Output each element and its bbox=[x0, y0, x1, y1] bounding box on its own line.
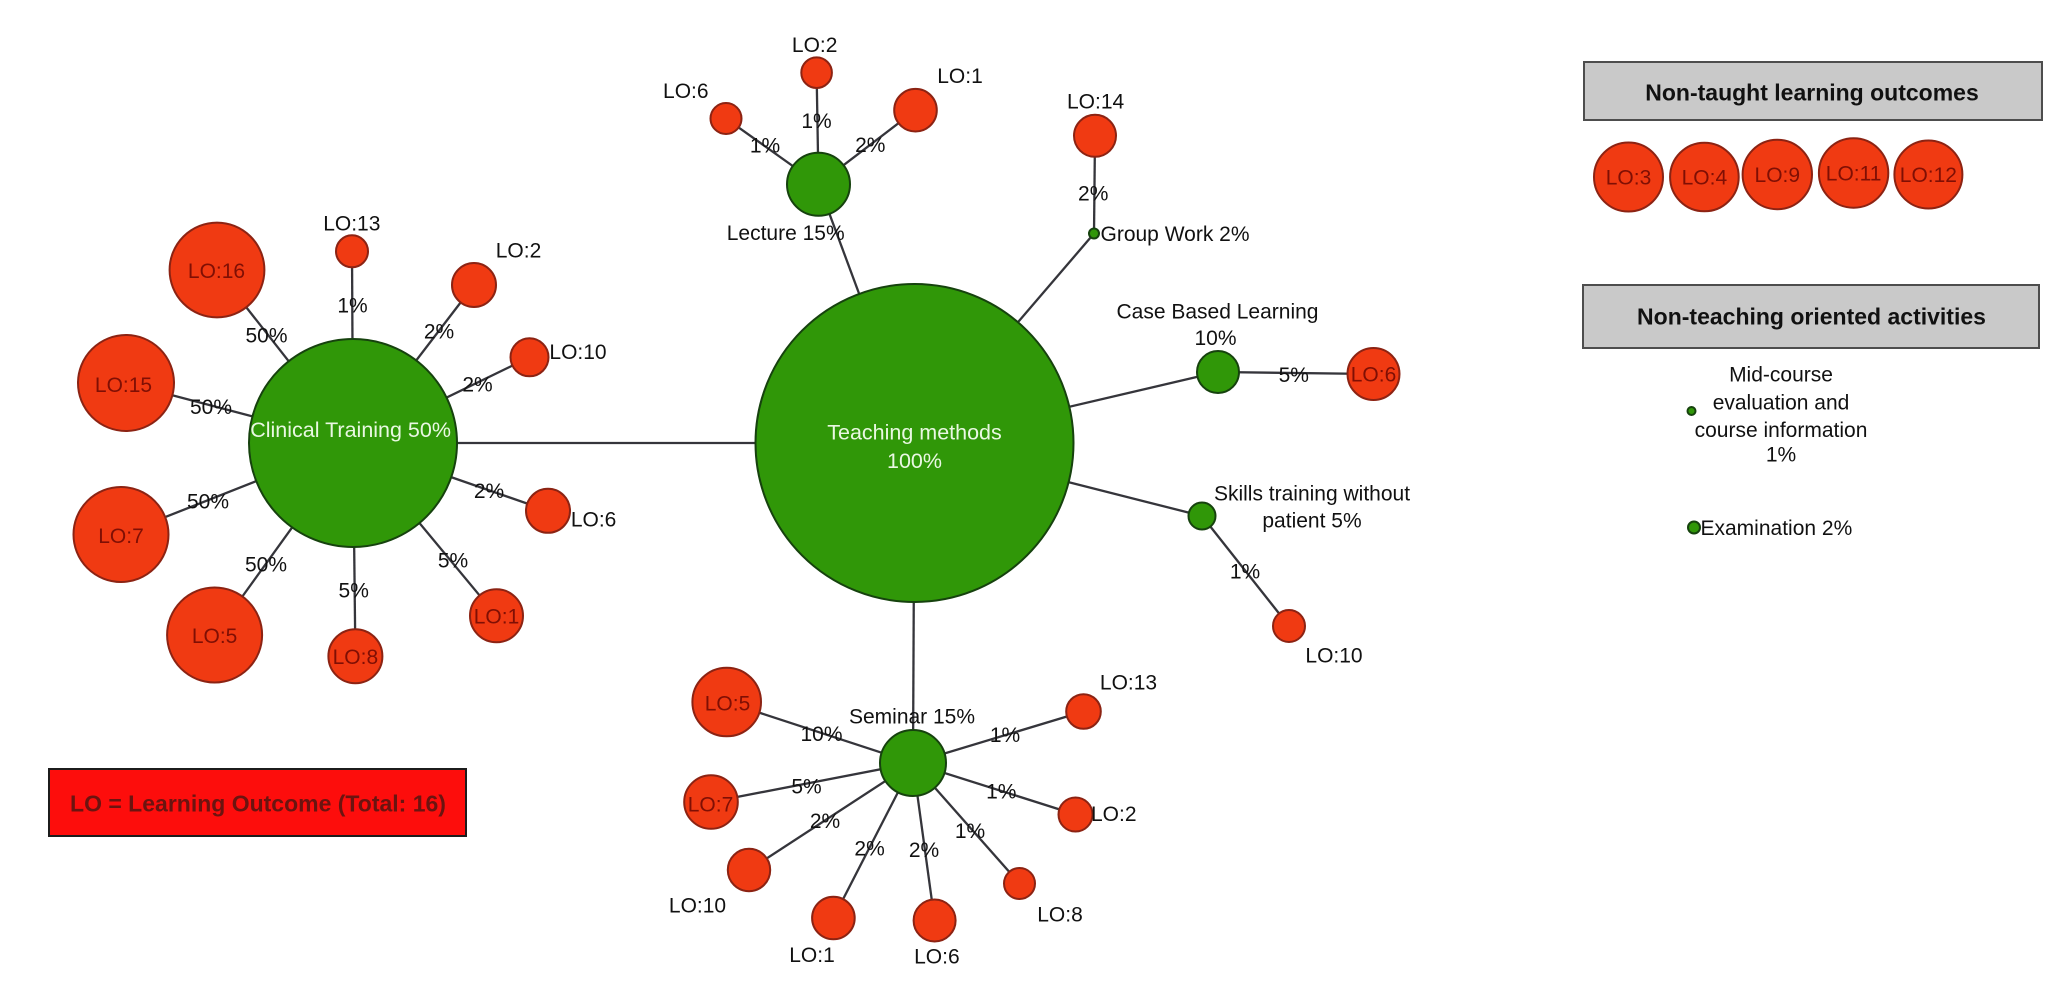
svg-text:5%: 5% bbox=[791, 776, 821, 799]
svg-text:LO:1: LO:1 bbox=[474, 606, 520, 629]
svg-text:Non-teaching oriented activiti: Non-teaching oriented activities bbox=[1637, 303, 1986, 329]
svg-text:Teaching methods: Teaching methods bbox=[827, 421, 1002, 445]
svg-text:LO:5: LO:5 bbox=[192, 625, 238, 648]
svg-text:LO:6: LO:6 bbox=[1351, 364, 1397, 387]
svg-text:2%: 2% bbox=[854, 838, 884, 861]
svg-text:LO:6: LO:6 bbox=[571, 508, 617, 531]
svg-text:LO:15: LO:15 bbox=[95, 374, 152, 397]
svg-text:50%: 50% bbox=[190, 396, 232, 419]
svg-text:50%: 50% bbox=[245, 554, 287, 577]
svg-text:5%: 5% bbox=[438, 549, 468, 572]
svg-text:LO:3: LO:3 bbox=[1606, 167, 1652, 190]
svg-text:Skills training without: Skills training without bbox=[1214, 483, 1410, 506]
svg-text:1%: 1% bbox=[1230, 561, 1260, 584]
svg-text:1%: 1% bbox=[337, 295, 367, 318]
svg-text:1%: 1% bbox=[955, 820, 985, 843]
svg-text:5%: 5% bbox=[339, 580, 369, 603]
svg-text:1%: 1% bbox=[986, 780, 1016, 803]
svg-text:LO:13: LO:13 bbox=[323, 213, 380, 236]
svg-text:evaluation and: evaluation and bbox=[1713, 392, 1850, 415]
svg-text:LO:11: LO:11 bbox=[1826, 163, 1882, 186]
svg-text:LO:1: LO:1 bbox=[789, 944, 835, 967]
svg-text:LO:13: LO:13 bbox=[1100, 672, 1157, 695]
svg-text:LO:6: LO:6 bbox=[914, 946, 960, 969]
svg-text:LO:16: LO:16 bbox=[188, 260, 245, 283]
svg-text:100%: 100% bbox=[887, 449, 942, 473]
svg-text:LO:2: LO:2 bbox=[792, 34, 838, 57]
svg-text:2%: 2% bbox=[1078, 183, 1108, 206]
svg-text:LO = Learning Outcome (Total:: LO = Learning Outcome (Total: 16) bbox=[70, 791, 446, 817]
svg-text:LO:4: LO:4 bbox=[1682, 167, 1728, 190]
svg-text:1%: 1% bbox=[801, 110, 831, 133]
svg-text:LO:5: LO:5 bbox=[705, 692, 751, 715]
svg-text:1%: 1% bbox=[750, 135, 780, 158]
svg-text:2%: 2% bbox=[424, 321, 454, 344]
svg-text:2%: 2% bbox=[474, 480, 504, 503]
svg-text:LO:7: LO:7 bbox=[98, 525, 144, 548]
svg-text:Non-taught learning outcomes: Non-taught learning outcomes bbox=[1645, 79, 1979, 105]
svg-text:LO:2: LO:2 bbox=[1091, 803, 1137, 826]
svg-text:LO:1: LO:1 bbox=[937, 65, 983, 88]
svg-text:patient 5%: patient 5% bbox=[1262, 510, 1361, 533]
svg-text:LO:14: LO:14 bbox=[1067, 91, 1125, 114]
svg-text:2%: 2% bbox=[855, 134, 885, 157]
svg-text:LO:8: LO:8 bbox=[333, 646, 379, 669]
svg-text:LO:10: LO:10 bbox=[1305, 645, 1362, 668]
svg-text:LO:7: LO:7 bbox=[688, 794, 734, 817]
svg-text:LO:12: LO:12 bbox=[1900, 164, 1957, 187]
svg-text:LO:6: LO:6 bbox=[663, 80, 709, 103]
svg-text:Mid-course: Mid-course bbox=[1729, 364, 1833, 387]
svg-text:2%: 2% bbox=[810, 810, 840, 833]
svg-text:LO:8: LO:8 bbox=[1037, 903, 1083, 926]
svg-text:Examination 2%: Examination 2% bbox=[1701, 517, 1853, 540]
svg-text:LO:2: LO:2 bbox=[496, 240, 542, 263]
svg-text:50%: 50% bbox=[245, 325, 287, 348]
svg-text:LO:9: LO:9 bbox=[1755, 164, 1801, 187]
svg-text:LO:10: LO:10 bbox=[549, 341, 606, 364]
svg-text:Seminar 15%: Seminar 15% bbox=[849, 706, 975, 729]
svg-text:10%: 10% bbox=[1194, 327, 1236, 350]
svg-text:Case Based Learning: Case Based Learning bbox=[1117, 301, 1319, 324]
svg-text:1%: 1% bbox=[990, 724, 1020, 747]
svg-text:Lecture 15%: Lecture 15% bbox=[727, 222, 845, 245]
svg-text:Group Work 2%: Group Work 2% bbox=[1101, 223, 1250, 246]
svg-text:2%: 2% bbox=[909, 839, 939, 862]
svg-text:LO:10: LO:10 bbox=[669, 895, 726, 918]
svg-text:Clinical Training 50%: Clinical Training 50% bbox=[250, 418, 451, 442]
svg-text:1%: 1% bbox=[1766, 444, 1796, 467]
svg-text:2%: 2% bbox=[462, 374, 492, 397]
svg-text:50%: 50% bbox=[187, 491, 229, 514]
svg-text:5%: 5% bbox=[1279, 364, 1309, 387]
svg-text:10%: 10% bbox=[800, 723, 842, 746]
svg-text:course information: course information bbox=[1695, 419, 1868, 442]
